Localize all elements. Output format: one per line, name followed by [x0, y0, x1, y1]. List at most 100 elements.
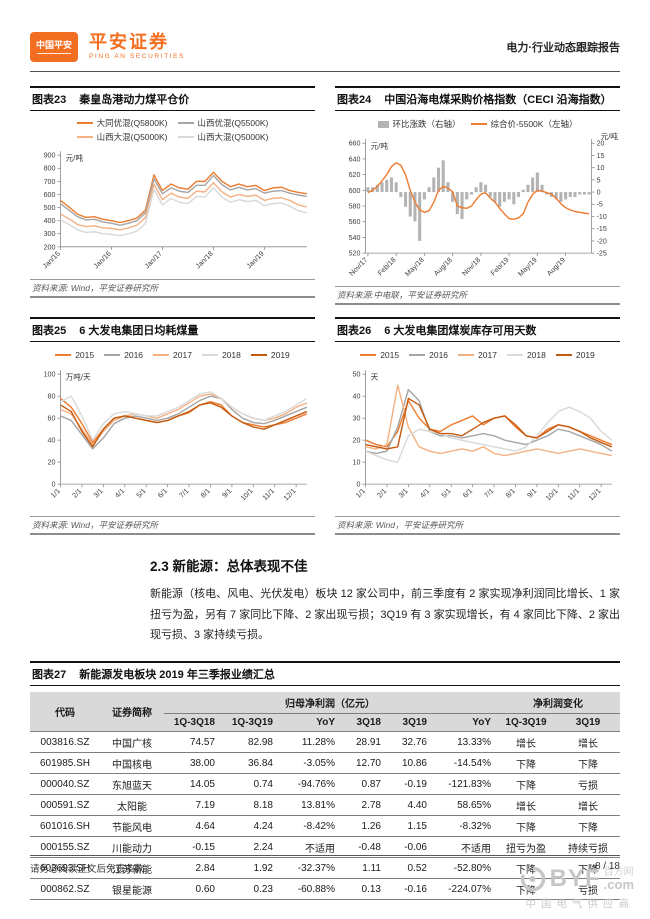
- watermark-slogan: 中国电气供应商: [525, 898, 634, 910]
- col-header: 1Q-3Q18: [164, 713, 220, 733]
- table-cell: 13.81%: [278, 794, 340, 817]
- table-cell: 下降: [496, 773, 556, 796]
- watermark-logo-row: BYF 百方网 .com: [519, 865, 634, 893]
- svg-text:元/吨: 元/吨: [601, 131, 619, 141]
- chart-area: 0 10 20 30 40 50 1/1 2/1 3/1 4/1 5/1 6/1 7/1 8/1 9/1 10…: [335, 362, 620, 515]
- table-group-header-row: 代码 证券简称 归母净利润（亿元） 净利润变化: [30, 692, 620, 733]
- legend-label: 2018: [221, 349, 241, 360]
- table-cell: -94.76%: [278, 773, 340, 796]
- table-cell: 2.24: [220, 836, 278, 859]
- table-cell: 下降: [496, 815, 556, 838]
- svg-text:600: 600: [349, 187, 361, 195]
- perf-table-body: 003816.SZ 中国广核 74.57 82.98 11.28% 28.91 32.76 1…: [30, 731, 620, 901]
- svg-text:11/1: 11/1: [566, 487, 581, 502]
- table-cell: 不适用: [432, 836, 496, 859]
- svg-text:Jan/17: Jan/17: [143, 250, 164, 271]
- table-cell: 003816.SZ: [30, 731, 100, 754]
- table-cell: 1.11: [340, 857, 386, 880]
- chart-canvas: 200 300 400 500 600 700 800 900 Jan/15 Jan/16 Jan/…: [41, 151, 308, 271]
- svg-text:3/1: 3/1: [397, 487, 410, 500]
- legend-item: 环比涨跌（右轴）: [377, 118, 461, 130]
- table-cell: 2.84: [164, 857, 220, 880]
- svg-text:1/1: 1/1: [354, 487, 367, 500]
- figure-source: 资料来源: Wind，平安证券研究所: [30, 516, 315, 536]
- svg-text:9/1: 9/1: [221, 487, 234, 500]
- brand-text: 平安证券 PING AN SECURITIES: [89, 33, 185, 61]
- svg-text:Feb/19: Feb/19: [489, 256, 510, 277]
- svg-text:2/1: 2/1: [376, 487, 389, 500]
- table-cell: 下降: [556, 857, 620, 880]
- table-cell: 14.05: [164, 773, 220, 796]
- table-row: 000155.SZ 川能动力 -0.15 2.24 不适用 -0.48 -0.06 不适用 扭亏…: [30, 836, 620, 859]
- svg-text:12/1: 12/1: [587, 487, 602, 502]
- legend-item: 2017: [153, 350, 192, 360]
- table-cell: 增长: [496, 794, 556, 817]
- table-cell: 1.15: [386, 815, 432, 838]
- legend-label: 2017: [478, 349, 497, 360]
- group-header-change: 净利润变化: [496, 692, 620, 715]
- table-cell: 13.33%: [432, 731, 496, 754]
- table-cell: 000040.SZ: [30, 773, 100, 796]
- svg-text:7/1: 7/1: [178, 487, 191, 500]
- col-header-code: 代码: [30, 692, 100, 733]
- svg-text:520: 520: [349, 250, 361, 258]
- table-subheader-row: 1Q-3Q18 1Q-3Q19 YoY 3Q18 3Q19 YoY 1Q-3Q1…: [30, 713, 620, 733]
- legend-line-swatch: [177, 136, 194, 138]
- watermark-name: 百方网: [603, 866, 634, 878]
- figure-title-text: 6 大发电集团日均耗煤量: [79, 324, 199, 337]
- figure-title: 图表23 秦皇岛港动力煤平仓价: [30, 86, 315, 111]
- table-row: 601985.SH 中国核电 38.00 36.84 -3.05% 12.70 10.86-…: [30, 752, 620, 775]
- svg-text:6/1: 6/1: [461, 487, 474, 500]
- figure-label: 图表23: [32, 94, 67, 106]
- table-cell: -0.19: [386, 773, 432, 796]
- svg-text:4/1: 4/1: [419, 487, 432, 500]
- legend-label: 2015: [75, 349, 95, 360]
- svg-text:540: 540: [349, 234, 361, 242]
- legend-label: 综合价-5500K（左轴）: [490, 119, 578, 129]
- figure-title: 图表27 新能源发电板块 2019 年三季报业绩汇总: [30, 661, 620, 687]
- logo-badge-text: 中国平安: [35, 39, 72, 50]
- logo-badge-rule: [37, 52, 71, 54]
- svg-text:40: 40: [353, 392, 361, 400]
- svg-text:0: 0: [597, 189, 601, 197]
- table-cell: 74.57: [164, 731, 220, 754]
- svg-text:0: 0: [356, 480, 360, 488]
- table-cell: 0.60: [164, 878, 220, 901]
- table-cell: 7.19: [164, 794, 220, 817]
- table-row: 603693.SH 江苏新能 2.84 1.92 -32.37% 1.11 0.52 -52.…: [30, 857, 620, 880]
- legend-line-swatch: [506, 353, 523, 356]
- svg-text:500: 500: [44, 204, 56, 212]
- svg-text:10: 10: [353, 458, 361, 466]
- chart-canvas: 520540560580600620640660-25-20-15-10-505…: [348, 131, 619, 278]
- table-cell: -0.15: [164, 836, 220, 859]
- svg-text:Jan/15: Jan/15: [41, 250, 62, 271]
- brand-subtitle: PING AN SECURITIES: [89, 53, 185, 61]
- table-cell: 0.87: [340, 773, 386, 796]
- table-cell: 32.76: [386, 731, 432, 754]
- table-cell: -8.42%: [278, 815, 340, 838]
- brand-name: 平安证券: [89, 32, 169, 53]
- table-cell: 东旭蓝天: [100, 773, 164, 796]
- figure-source: 资料来源: Wind，平安证券研究所: [335, 516, 620, 536]
- table-cell: 增长: [556, 731, 620, 754]
- table-cell: 江苏新能: [100, 857, 164, 880]
- svg-text:8/1: 8/1: [199, 487, 212, 500]
- table-cell: 增长: [556, 794, 620, 817]
- table-cell: 10.86: [386, 752, 432, 775]
- svg-text:80: 80: [48, 392, 56, 400]
- legend-item: 2018: [201, 349, 241, 360]
- svg-text:640: 640: [349, 155, 361, 163]
- svg-text:900: 900: [44, 152, 56, 160]
- svg-text:200: 200: [44, 243, 56, 251]
- group-header-profit: 归母净利润（亿元）: [164, 692, 496, 715]
- legend-label: 2019: [270, 349, 290, 360]
- legend-line-swatch: [555, 353, 572, 356]
- legend-line-swatch: [177, 122, 194, 124]
- table-cell: 601016.SH: [30, 815, 100, 838]
- legend-line-swatch: [470, 123, 487, 125]
- pingan-logo-badge: 中国平安: [30, 32, 78, 62]
- table-cell: 下降: [556, 752, 620, 775]
- svg-text:Jan/18: Jan/18: [194, 250, 215, 271]
- table-cell: 不适用: [278, 836, 340, 859]
- svg-text:1/1: 1/1: [49, 487, 62, 500]
